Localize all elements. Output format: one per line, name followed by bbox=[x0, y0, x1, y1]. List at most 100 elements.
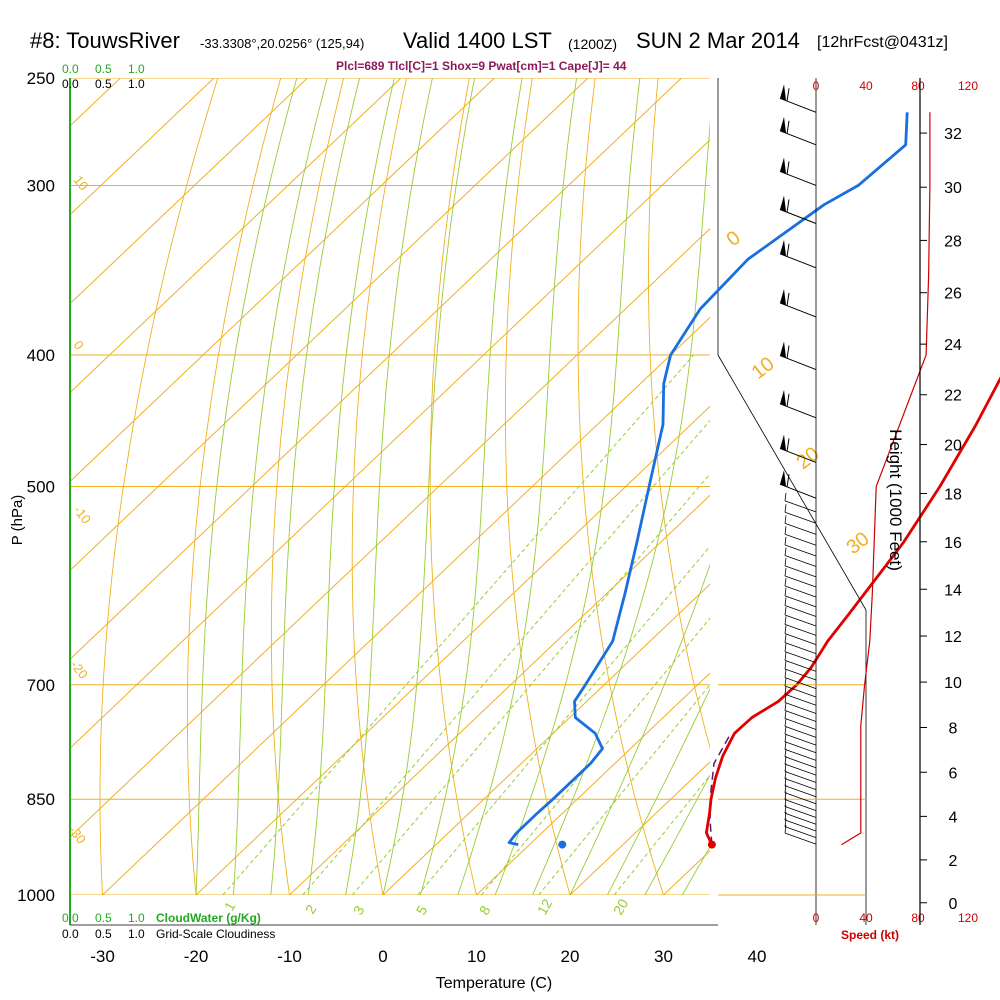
wind-barb-staff bbox=[784, 511, 817, 524]
isotherm-line bbox=[195, 405, 710, 895]
moist-adiabat-line bbox=[419, 78, 523, 895]
wind-barb bbox=[779, 84, 817, 113]
pressure-tick-label: 300 bbox=[27, 176, 55, 195]
wind-barb-pennant bbox=[780, 389, 786, 406]
surface-temperature-point bbox=[707, 840, 716, 849]
wind-barb bbox=[784, 710, 817, 730]
wind-barb-staff bbox=[784, 819, 817, 832]
wind-barb bbox=[784, 669, 817, 689]
wind-barb bbox=[784, 547, 817, 567]
mixing-ratio-line bbox=[613, 774, 710, 895]
wind-barb-staff bbox=[784, 748, 817, 761]
wind-barb-feather bbox=[786, 438, 790, 452]
wind-barb-staff bbox=[784, 585, 817, 598]
wind-barb-feather bbox=[784, 492, 787, 501]
wind-barb-feather bbox=[786, 88, 790, 102]
wind-barb-feather bbox=[784, 643, 787, 652]
wind-barb bbox=[784, 818, 817, 839]
height-tick-label: 30 bbox=[944, 180, 962, 197]
speed-tick-label: 40 bbox=[859, 79, 873, 93]
wind-barb-feather bbox=[784, 577, 787, 587]
wind-barb-staff bbox=[784, 718, 817, 730]
wind-barb-staff bbox=[784, 642, 817, 655]
wind-barb bbox=[784, 643, 817, 663]
wind-barb bbox=[784, 798, 817, 818]
wind-barb-feather bbox=[784, 791, 787, 800]
wind-barb-staff bbox=[779, 209, 817, 224]
isotherm-line bbox=[382, 583, 710, 895]
isotherm-line bbox=[70, 78, 402, 394]
moist-adiabat-line bbox=[457, 78, 578, 895]
mixing-ratio-line bbox=[480, 617, 710, 895]
pressure-tick-label: 500 bbox=[27, 478, 55, 497]
wind-barb-feather bbox=[786, 474, 790, 488]
height-tick-label: 14 bbox=[944, 582, 962, 599]
wind-barb-staff bbox=[784, 677, 817, 689]
wind-barb bbox=[784, 702, 817, 722]
wind-barb-staff bbox=[784, 659, 817, 672]
wind-barb-staff bbox=[784, 725, 817, 738]
height-tick-label: 32 bbox=[944, 126, 962, 143]
wind-barb-feather bbox=[784, 536, 787, 546]
dry-adiabat-line bbox=[973, 78, 1000, 895]
wind-barb bbox=[784, 567, 817, 588]
wind-barb-staff bbox=[784, 799, 817, 812]
dry-adiabat-line bbox=[648, 78, 710, 750]
moist-adiabat-line bbox=[569, 563, 710, 895]
wind-barb-staff bbox=[784, 741, 817, 754]
wind-barb bbox=[784, 536, 817, 557]
wind-barb-feather bbox=[784, 557, 787, 566]
y2-axis-title: Height (1000 Feet) bbox=[886, 429, 905, 571]
mixing-ratio-label: 5 bbox=[413, 903, 431, 918]
wind-barb-feather bbox=[786, 292, 790, 307]
wind-barb-feather bbox=[784, 669, 787, 678]
cloudwater-scale-label: 0.5 bbox=[95, 62, 112, 76]
speed-tick-label: 80 bbox=[911, 911, 925, 925]
mixing-ratio-label: 20 bbox=[610, 896, 632, 918]
cloudiness-scale-label: 0.0 bbox=[62, 927, 79, 941]
valid-time: Valid 1400 LST bbox=[403, 28, 552, 53]
pressure-tick-label: 250 bbox=[27, 69, 55, 88]
wind-barb-feather bbox=[784, 811, 787, 821]
wind-barb bbox=[784, 652, 817, 672]
wind-speed-profile bbox=[841, 112, 931, 846]
isotherm-line bbox=[476, 672, 710, 895]
wind-barb bbox=[779, 116, 817, 146]
isotherm-line bbox=[70, 139, 710, 749]
wind-barb-staff bbox=[784, 575, 817, 588]
wind-barb-pennant bbox=[780, 157, 786, 174]
height-tick-label: 4 bbox=[949, 809, 958, 826]
wind-barb-staff bbox=[784, 806, 817, 818]
wind-barb-feather bbox=[784, 597, 787, 606]
isotherm-label: -10 bbox=[71, 503, 94, 527]
mixing-ratio-line bbox=[538, 684, 710, 895]
temperature-profile bbox=[705, 376, 1000, 846]
wind-barb-feather bbox=[784, 710, 787, 719]
wind-panel-outline bbox=[717, 354, 867, 611]
wind-barb bbox=[784, 686, 817, 706]
isotherm-line bbox=[70, 78, 495, 483]
wind-barb-feather bbox=[784, 547, 787, 556]
station-coordinates: -33.3308°,20.0256° (125,94) bbox=[200, 36, 365, 51]
wind-barb-feather bbox=[784, 798, 787, 807]
cloudiness-scale-label: 0.5 bbox=[95, 927, 112, 941]
wind-barb bbox=[784, 763, 817, 783]
wind-barb bbox=[784, 718, 817, 738]
mixing-ratio-label: 8 bbox=[476, 903, 494, 918]
pressure-tick-label: 700 bbox=[27, 676, 55, 695]
wind-barb-feather bbox=[784, 587, 787, 596]
wind-barb-feather bbox=[784, 825, 787, 834]
chart-title: #8: TouwsRiver bbox=[30, 28, 180, 53]
wind-barb-staff bbox=[784, 651, 817, 663]
wind-barb bbox=[779, 195, 817, 224]
wind-barb-feather bbox=[784, 652, 787, 661]
isotherm-line bbox=[289, 494, 710, 895]
wind-barb bbox=[784, 634, 817, 655]
wind-barb-feather bbox=[784, 660, 787, 670]
moist-adiabat-line bbox=[606, 687, 710, 895]
height-tick-label: 18 bbox=[944, 487, 962, 504]
wind-barb-feather bbox=[784, 694, 787, 703]
wind-barb-staff bbox=[784, 522, 817, 535]
dry-adiabat-label: 20 bbox=[793, 443, 824, 474]
